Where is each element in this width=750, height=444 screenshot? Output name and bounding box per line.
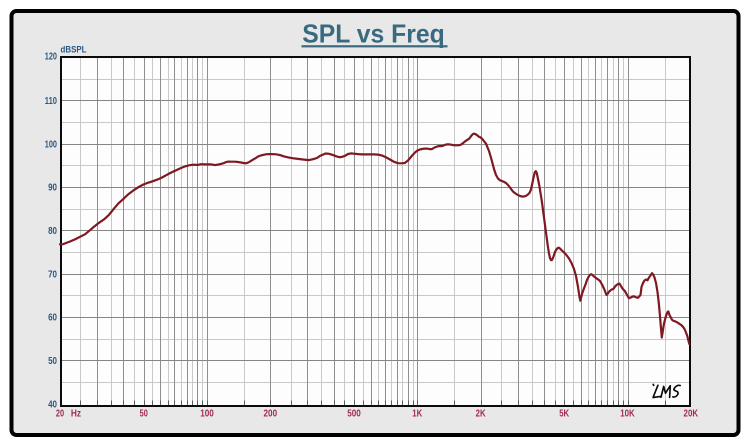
svg-text:100: 100 (45, 139, 58, 150)
svg-text:dBSPL: dBSPL (61, 45, 87, 55)
svg-text:60: 60 (48, 313, 57, 324)
svg-text:50: 50 (48, 356, 57, 367)
svg-text:Hz: Hz (71, 409, 81, 420)
svg-text:80: 80 (48, 226, 57, 237)
svg-text:100: 100 (200, 409, 214, 420)
svg-text:200: 200 (264, 409, 278, 420)
svg-text:20K: 20K (684, 409, 699, 420)
svg-text:500: 500 (347, 409, 361, 420)
svg-text:5K: 5K (559, 409, 570, 420)
svg-text:SPL vs Freq: SPL vs Freq (302, 19, 445, 49)
svg-text:20: 20 (56, 409, 65, 420)
svg-text:50: 50 (140, 409, 149, 420)
svg-text:70: 70 (48, 269, 57, 280)
svg-text:90: 90 (48, 183, 57, 194)
svg-text:110: 110 (45, 96, 58, 107)
svg-text:2K: 2K (476, 409, 487, 420)
svg-text:10K: 10K (620, 409, 635, 420)
svg-text:1K: 1K (412, 409, 423, 420)
svg-text:120: 120 (45, 52, 58, 63)
svg-text:40: 40 (48, 399, 57, 410)
